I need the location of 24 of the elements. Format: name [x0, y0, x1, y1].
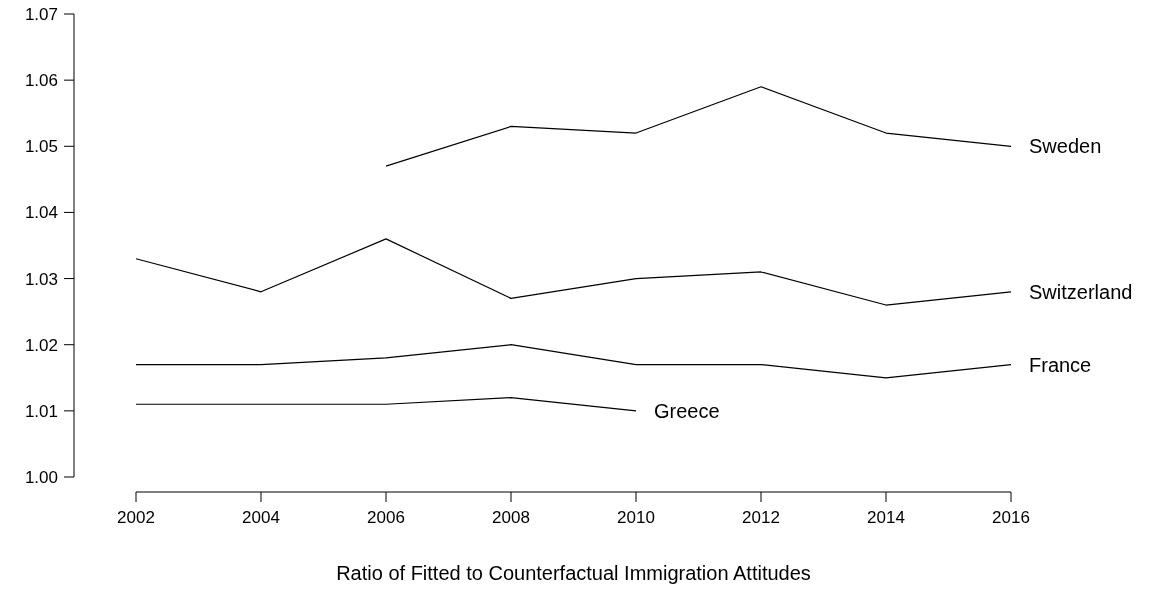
x-tick-label: 2004: [242, 508, 280, 527]
y-tick-label: 1.03: [24, 269, 58, 289]
y-tick-label: 1.06: [24, 71, 58, 91]
y-tick-label: 1.00: [24, 467, 58, 487]
x-tick-label: 2010: [617, 508, 655, 527]
line-series: [135, 238, 1012, 306]
y-tick-label: 1.02: [24, 335, 58, 355]
line-series: [135, 344, 1012, 379]
x-tick-label: 2002: [117, 508, 155, 527]
series-label: Greece: [654, 399, 720, 422]
y-tick-label: 1.07: [24, 4, 58, 24]
line-series: [385, 86, 1012, 167]
y-tick-label: 1.01: [24, 401, 58, 421]
series-label: Sweden: [1029, 135, 1102, 158]
series-label: France: [1029, 353, 1092, 376]
series-label: Switzerland: [1029, 280, 1133, 303]
x-tick-label: 2016: [992, 508, 1030, 527]
y-tick-label: 1.04: [24, 203, 58, 223]
x-tick-label: 2012: [742, 508, 780, 527]
x-tick-label: 2014: [867, 508, 905, 527]
x-axis-title: Ratio of Fitted to Counterfactual Immigration Attitudes: [336, 562, 811, 584]
x-tick-label: 2006: [367, 508, 405, 527]
x-tick-label: 2008: [492, 508, 530, 527]
y-tick-label: 1.05: [24, 137, 58, 157]
